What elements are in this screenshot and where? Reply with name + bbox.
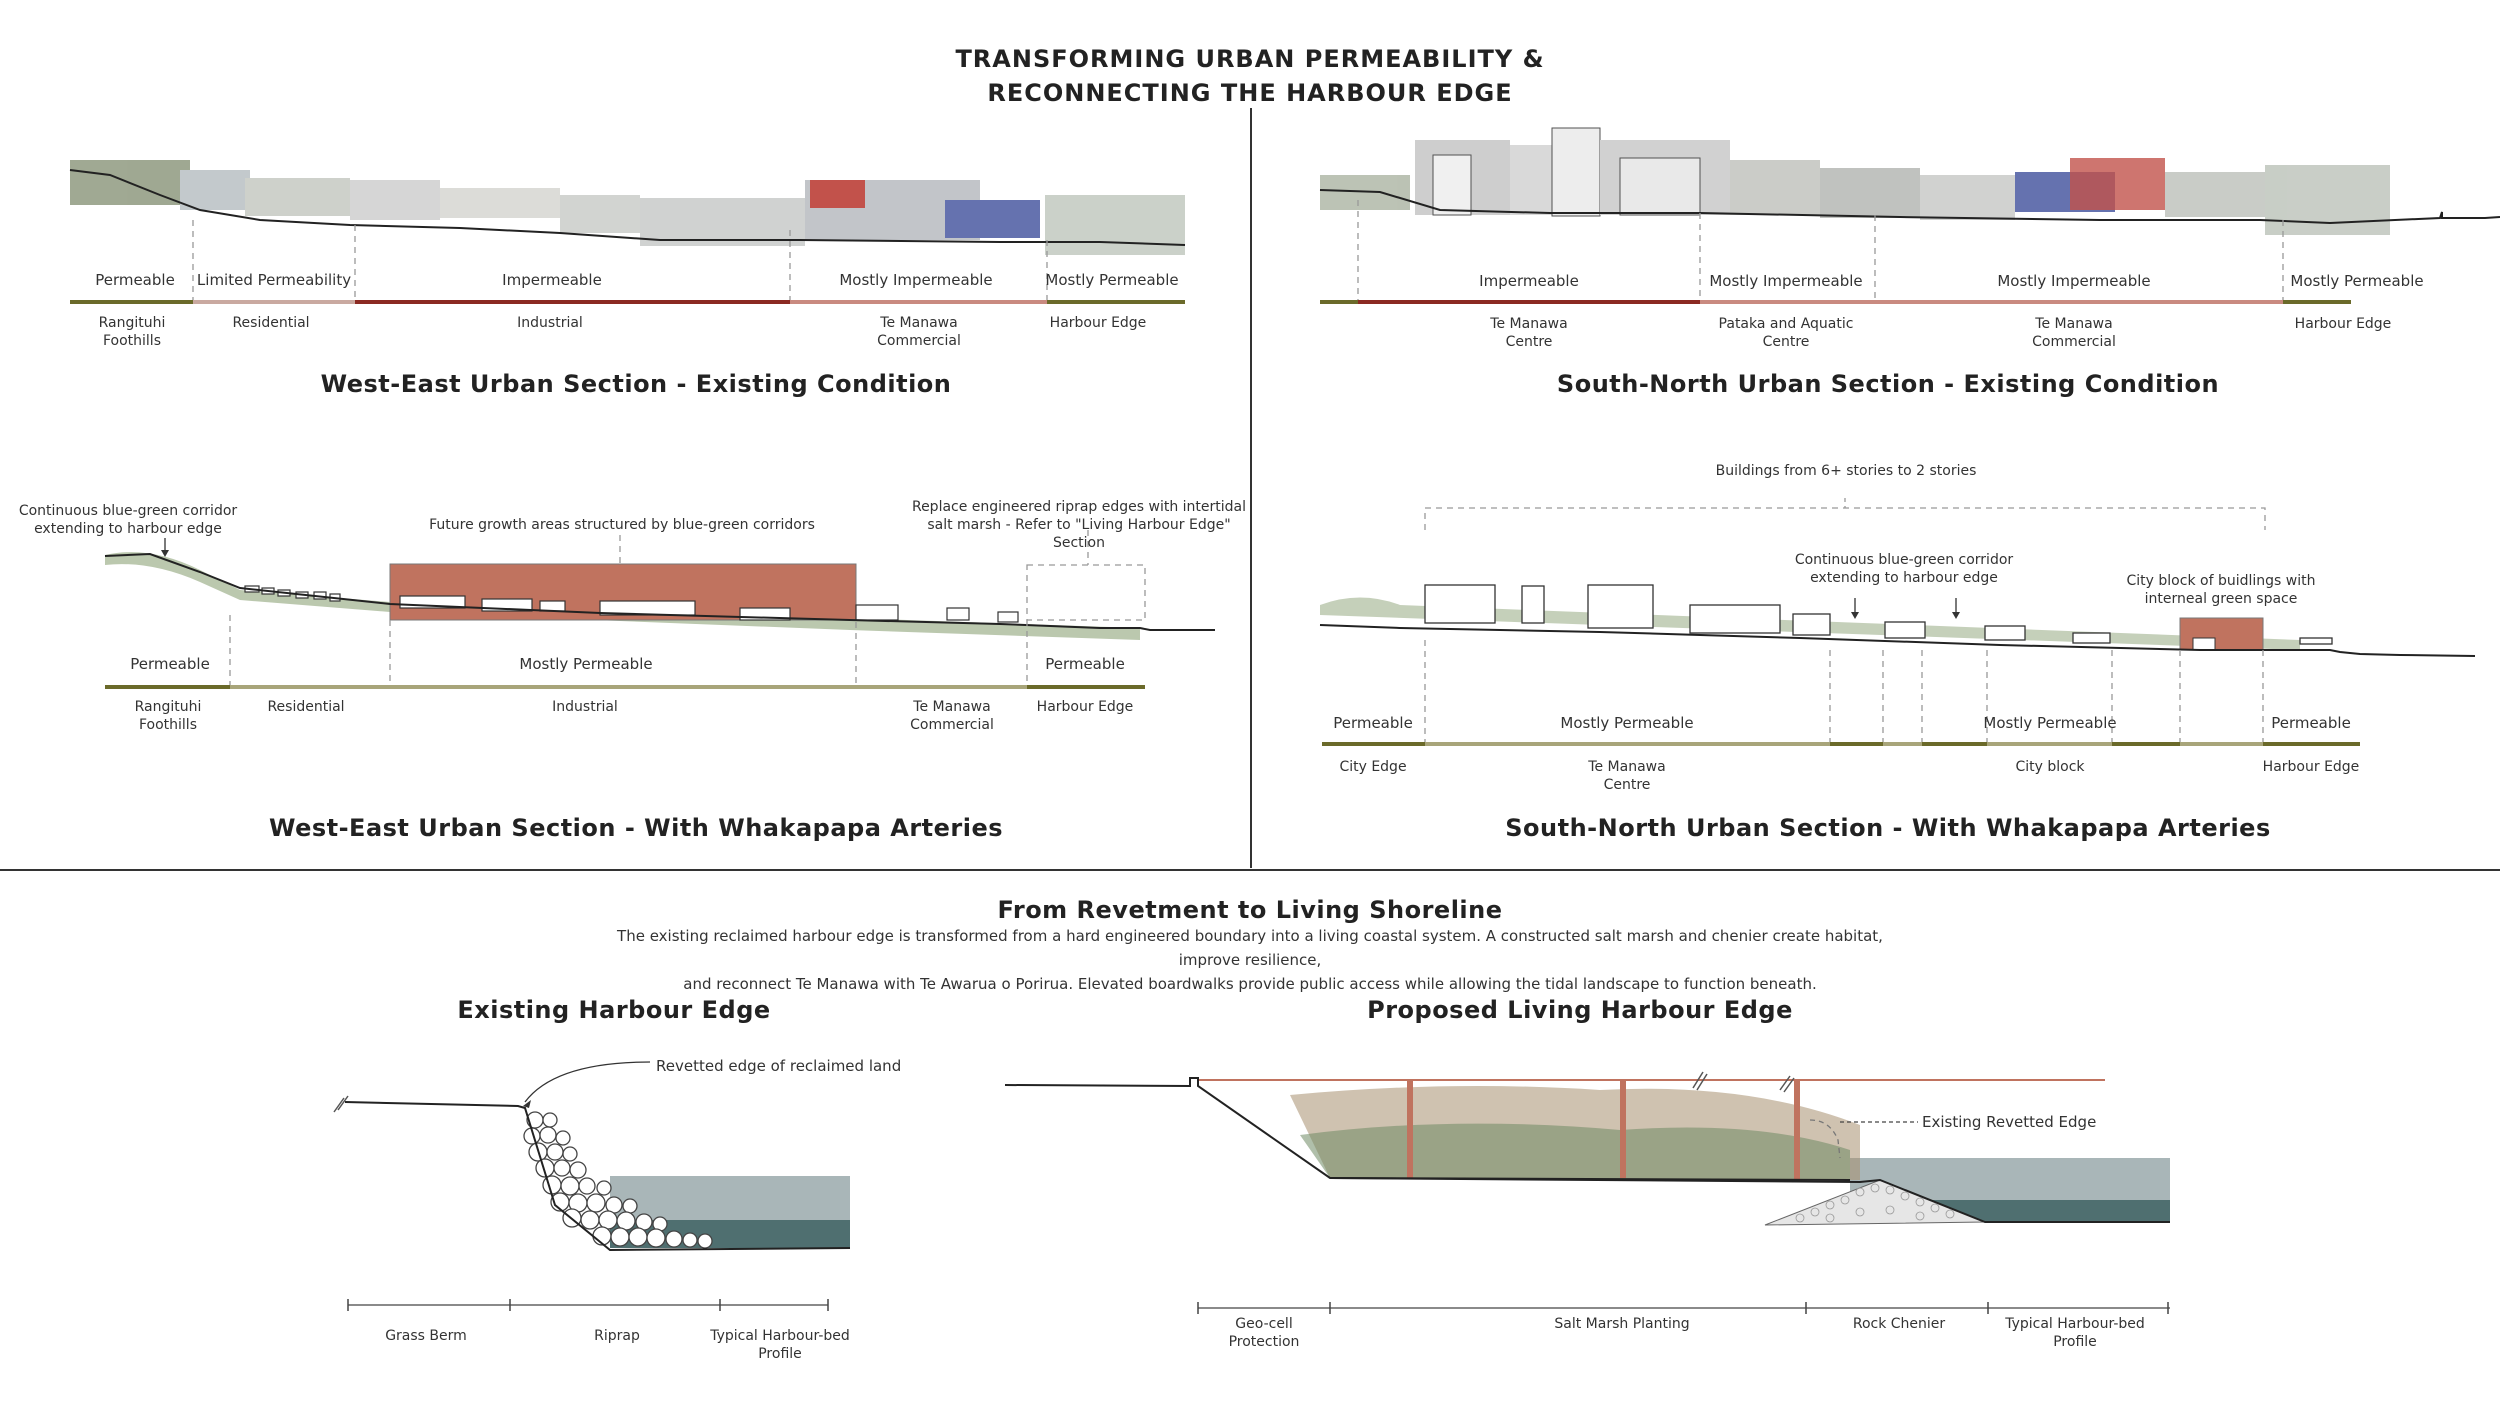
sn-proposed-corridor-note: Continuous blue-green corridor extending…: [1794, 552, 2014, 586]
sn-existing-zone-3: Te Manawa Commercial: [2032, 316, 2116, 350]
sn-existing-zone-2: Pataka and Aquatic Centre: [1718, 316, 1854, 350]
sn-existing-title: South-North Urban Section - Existing Con…: [1556, 370, 2220, 398]
we-existing-perm-2: Limited Permeability: [196, 271, 352, 289]
sn-existing-perm-2: Mostly Impermeable: [1709, 272, 1863, 290]
we-proposed-title: West-East Urban Section - With Whakapapa…: [268, 814, 1004, 842]
sn-existing-zone-4: Harbour Edge: [2294, 316, 2392, 332]
sn-proposed-zone-2: Te Manawa Centre: [1588, 759, 1666, 793]
we-proposed-perm-3: Permeable: [1045, 655, 1125, 673]
we-proposed-zone-3: Industrial: [552, 699, 618, 715]
we-proposed-perm-1: Permeable: [130, 655, 210, 673]
existing-dim-2: Riprap: [594, 1328, 640, 1344]
we-existing-zone-4: Te Manawa Commercial: [877, 315, 961, 349]
existing-dim-3: Typical Harbour-bed Profile: [710, 1328, 850, 1362]
we-existing-zone-1: Rangituhi Foothills: [98, 315, 166, 349]
we-existing-perm-5: Mostly Permeable: [1045, 271, 1179, 289]
sn-proposed-perm-1: Permeable: [1333, 714, 1413, 732]
existing-edge-note: Revetted edge of reclaimed land: [656, 1057, 902, 1075]
sn-proposed-block-note: City block of buidlings with interneal g…: [2126, 573, 2316, 607]
proposed-edge-title: Proposed Living Harbour Edge: [1367, 996, 1793, 1024]
sn-proposed-zone-1: City Edge: [1339, 759, 1407, 775]
shoreline-para-2: and reconnect Te Manawa with Te Awarua o…: [683, 975, 1817, 993]
sn-proposed-section-drawing: [1319, 498, 2476, 746]
we-existing-zone-3: Industrial: [517, 315, 583, 331]
we-existing-perm-4: Mostly Impermeable: [839, 271, 993, 289]
we-proposed-section-drawing: [104, 530, 1215, 689]
sn-existing-perm-1: Impermeable: [1479, 272, 1579, 290]
sn-existing-photo-collage: [1320, 127, 2390, 235]
we-existing-perm-3: Impermeable: [502, 271, 602, 289]
sn-proposed-perm-4: Permeable: [2271, 714, 2351, 732]
existing-edge-title: Existing Harbour Edge: [457, 996, 771, 1024]
sn-proposed-buildings-note: Buildings from 6+ stories to 2 stories: [1715, 463, 1977, 479]
horizontal-divider: [0, 869, 2500, 871]
sn-existing-zone-1: Te Manawa Centre: [1490, 316, 1568, 350]
we-existing-perm-1: Permeable: [95, 271, 175, 289]
sn-proposed-zone-4: Harbour Edge: [2262, 759, 2360, 775]
sn-existing-section-drawing: [1319, 127, 2500, 304]
sn-proposed-title: South-North Urban Section - With Whakapa…: [1505, 814, 2271, 842]
vertical-divider: [1250, 108, 1252, 868]
shoreline-para-1: The existing reclaimed harbour edge is t…: [617, 927, 1883, 969]
we-proposed-corridor-note: Continuous blue-green corridor extending…: [18, 503, 238, 537]
we-proposed-perm-2: Mostly Permeable: [519, 655, 653, 673]
sn-proposed-zone-3: City block: [2015, 759, 2085, 775]
we-proposed-zone-5: Harbour Edge: [1036, 699, 1134, 715]
existing-dim-1: Grass Berm: [385, 1328, 467, 1344]
title-line-1: TRANSFORMING URBAN PERMEABILITY &: [955, 45, 1545, 73]
we-proposed-zone-1: Rangituhi Foothills: [134, 699, 202, 733]
we-existing-zone-2: Residential: [232, 315, 310, 331]
riprap-stones: [523, 1111, 713, 1249]
shoreline-description: The existing reclaimed harbour edge is t…: [600, 924, 1900, 996]
we-existing-section-drawing: [69, 160, 1186, 304]
proposed-dim-4: Typical Harbour-bed Profile: [2005, 1316, 2145, 1350]
shoreline-title: From Revetment to Living Shoreline: [997, 896, 1503, 924]
we-existing-zone-5: Harbour Edge: [1049, 315, 1147, 331]
page-title: TRANSFORMING URBAN PERMEABILITY & RECONN…: [900, 42, 1600, 110]
we-existing-photo-collage: [70, 160, 1185, 255]
we-proposed-zone-2: Residential: [267, 699, 345, 715]
proposed-dim-1: Geo-cell Protection: [1228, 1316, 1300, 1350]
proposed-edge-drawing: [1004, 1071, 2170, 1314]
we-proposed-zone-4: Te Manawa Commercial: [910, 699, 994, 733]
proposed-edge-note: Existing Revetted Edge: [1922, 1113, 2097, 1131]
sn-existing-perm-3: Mostly Impermeable: [1997, 272, 2151, 290]
sn-existing-perm-4: Mostly Permeable: [2290, 272, 2424, 290]
sn-proposed-perm-3: Mostly Permeable: [1983, 714, 2117, 732]
we-existing-title: West-East Urban Section - Existing Condi…: [320, 370, 952, 398]
sn-proposed-perm-2: Mostly Permeable: [1560, 714, 1694, 732]
proposed-dim-3: Rock Chenier: [1852, 1316, 1946, 1332]
we-proposed-growth-note: Future growth areas structured by blue-g…: [429, 517, 815, 533]
we-proposed-riprap-note: Replace engineered riprap edges with int…: [911, 499, 1247, 551]
existing-edge-drawing: [333, 1061, 851, 1311]
title-line-2: RECONNECTING THE HARBOUR EDGE: [987, 79, 1513, 107]
proposed-dim-2: Salt Marsh Planting: [1554, 1316, 1690, 1332]
